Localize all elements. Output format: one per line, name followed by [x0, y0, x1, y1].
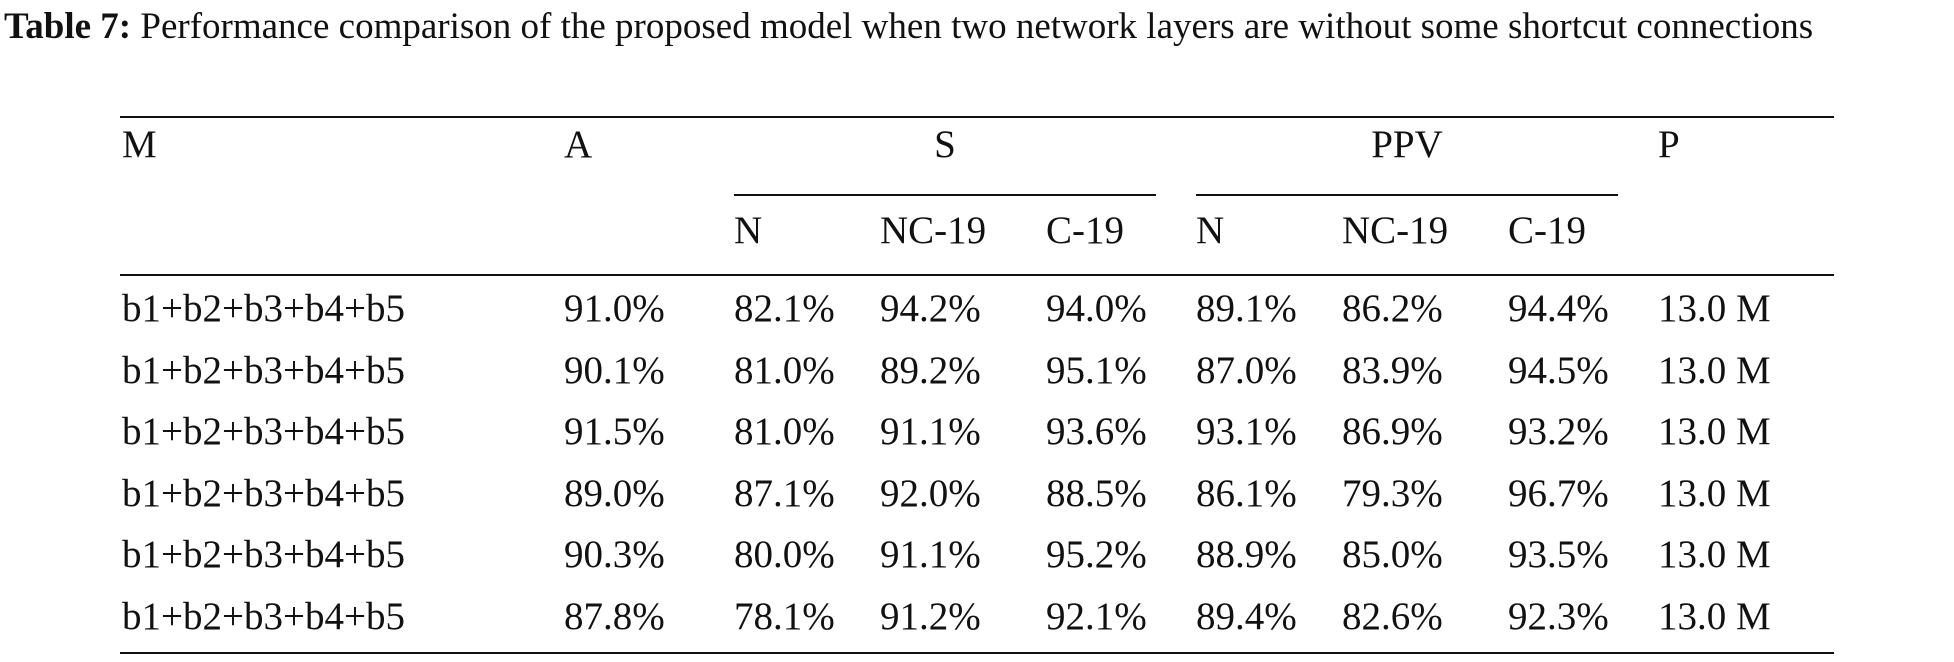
sensitivity-group-rule	[734, 194, 1156, 196]
cell-p-c19: 94.4%	[1508, 287, 1609, 330]
subheader-s-n: N	[734, 209, 763, 252]
cell-p-c19: 96.7%	[1508, 471, 1609, 515]
cell-model: b1+b2+b3+b4+b5	[122, 410, 405, 453]
table-header-rule	[120, 274, 1834, 276]
table-caption: Table 7: Performance comparison of the p…	[4, 2, 1950, 52]
cell-s-c19: 95.1%	[1046, 348, 1147, 392]
header-sensitivity: S	[934, 123, 956, 166]
ppv-group-rule	[1196, 194, 1618, 196]
cell-p-c19: 94.5%	[1508, 348, 1609, 392]
table-caption-text: Performance comparison of the proposed m…	[131, 6, 1814, 47]
cell-params: 13.0 M	[1658, 471, 1771, 515]
cell-s-nc19: 94.2%	[880, 287, 981, 330]
cell-p-n: 87.0%	[1196, 348, 1297, 392]
cell-params: 13.0 M	[1658, 287, 1771, 330]
subheader-s-c19: C-19	[1046, 209, 1124, 252]
header-accuracy: A	[564, 123, 593, 166]
cell-s-nc19: 91.2%	[880, 594, 981, 638]
cell-s-n: 81.0%	[734, 348, 835, 392]
cell-model: b1+b2+b3+b4+b5	[122, 533, 405, 576]
subheader-s-nc19: NC-19	[880, 209, 987, 252]
cell-s-n: 81.0%	[734, 410, 835, 453]
cell-p-nc19: 86.9%	[1342, 410, 1443, 453]
cell-a: 89.0%	[564, 471, 665, 515]
cell-p-nc19: 85.0%	[1342, 533, 1443, 576]
cell-s-n: 78.1%	[734, 594, 835, 638]
cell-model: b1+b2+b3+b4+b5	[122, 287, 405, 330]
cell-params: 13.0 M	[1658, 348, 1771, 392]
cell-s-c19: 88.5%	[1046, 471, 1147, 515]
header-ppv: PPV	[1371, 123, 1443, 166]
cell-a: 91.5%	[564, 410, 665, 453]
cell-p-nc19: 79.3%	[1342, 471, 1443, 515]
cell-a: 90.3%	[564, 533, 665, 576]
cell-a: 91.0%	[564, 287, 665, 330]
results-table: M A S PPV P N NC-19 C-19 N NC-19 C-19 b1…	[120, 116, 1834, 654]
subheader-ppv-c19: C-19	[1508, 209, 1586, 252]
cell-p-n: 93.1%	[1196, 410, 1297, 453]
cell-p-c19: 92.3%	[1508, 594, 1609, 638]
cell-p-n: 89.4%	[1196, 594, 1297, 638]
cell-s-c19: 95.2%	[1046, 533, 1147, 576]
table-caption-label: Table 7:	[4, 6, 132, 47]
cell-s-n: 87.1%	[734, 471, 835, 515]
cell-params: 13.0 M	[1658, 533, 1771, 576]
subheader-ppv-nc19: NC-19	[1342, 209, 1449, 252]
header-model: M	[122, 123, 157, 166]
cell-s-nc19: 91.1%	[880, 533, 981, 576]
cell-p-nc19: 83.9%	[1342, 348, 1443, 392]
cell-params: 13.0 M	[1658, 410, 1771, 453]
cell-s-nc19: 92.0%	[880, 471, 981, 515]
cell-s-n: 80.0%	[734, 533, 835, 576]
cell-s-nc19: 91.1%	[880, 410, 981, 453]
cell-a: 90.1%	[564, 348, 665, 392]
cell-p-c19: 93.5%	[1508, 533, 1609, 576]
cell-s-c19: 93.6%	[1046, 410, 1147, 453]
cell-p-nc19: 82.6%	[1342, 594, 1443, 638]
cell-p-n: 89.1%	[1196, 287, 1297, 330]
cell-p-c19: 93.2%	[1508, 410, 1609, 453]
cell-model: b1+b2+b3+b4+b5	[122, 594, 405, 638]
table-top-rule	[120, 116, 1834, 118]
table-bottom-rule	[120, 652, 1834, 654]
cell-p-n: 88.9%	[1196, 533, 1297, 576]
cell-p-n: 86.1%	[1196, 471, 1297, 515]
subheader-ppv-n: N	[1196, 209, 1225, 252]
cell-model: b1+b2+b3+b4+b5	[122, 348, 405, 392]
cell-model: b1+b2+b3+b4+b5	[122, 471, 405, 515]
cell-params: 13.0 M	[1658, 594, 1771, 638]
cell-a: 87.8%	[564, 594, 665, 638]
cell-s-n: 82.1%	[734, 287, 835, 330]
cell-s-c19: 94.0%	[1046, 287, 1147, 330]
cell-s-nc19: 89.2%	[880, 348, 981, 392]
cell-s-c19: 92.1%	[1046, 594, 1147, 638]
header-params: P	[1658, 123, 1680, 166]
cell-p-nc19: 86.2%	[1342, 287, 1443, 330]
